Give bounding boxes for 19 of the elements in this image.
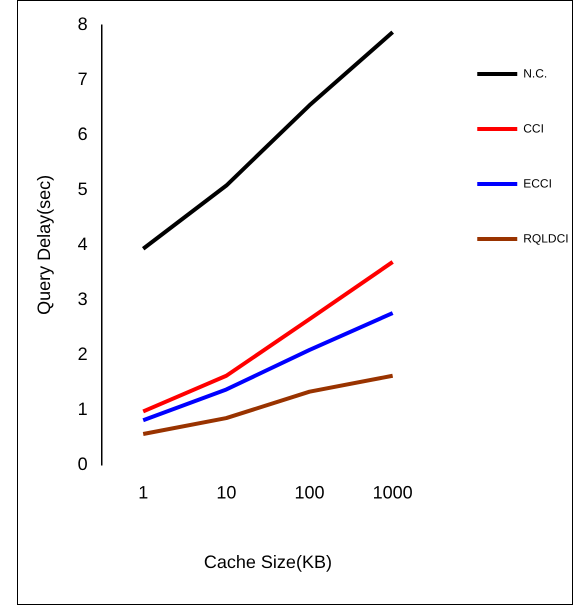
y-tick-label: 0 bbox=[78, 454, 88, 474]
legend-label: RQLDCI bbox=[523, 231, 569, 246]
x-tick-label: 100 bbox=[294, 482, 325, 503]
y-tick-label: 8 bbox=[78, 14, 88, 34]
legend-label: CCI bbox=[523, 121, 544, 136]
x-tick-label: 1000 bbox=[372, 482, 413, 503]
y-tick-label: 6 bbox=[78, 124, 88, 144]
y-tick-label: 4 bbox=[78, 234, 88, 254]
legend-label: ECCI bbox=[523, 176, 552, 190]
y-tick-label: 1 bbox=[78, 398, 88, 419]
legend-label: N.C. bbox=[523, 66, 548, 80]
y-tick-label: 3 bbox=[78, 288, 88, 309]
y-axis-title: Query Delay(sec) bbox=[34, 174, 54, 315]
y-tick-label: 2 bbox=[78, 344, 88, 364]
x-axis-title: Cache Size(KB) bbox=[204, 552, 332, 572]
y-tick-label: 7 bbox=[78, 68, 88, 89]
x-tick-label: 10 bbox=[216, 482, 236, 503]
x-tick-label: 1 bbox=[138, 482, 148, 503]
y-tick-label: 5 bbox=[78, 178, 88, 199]
